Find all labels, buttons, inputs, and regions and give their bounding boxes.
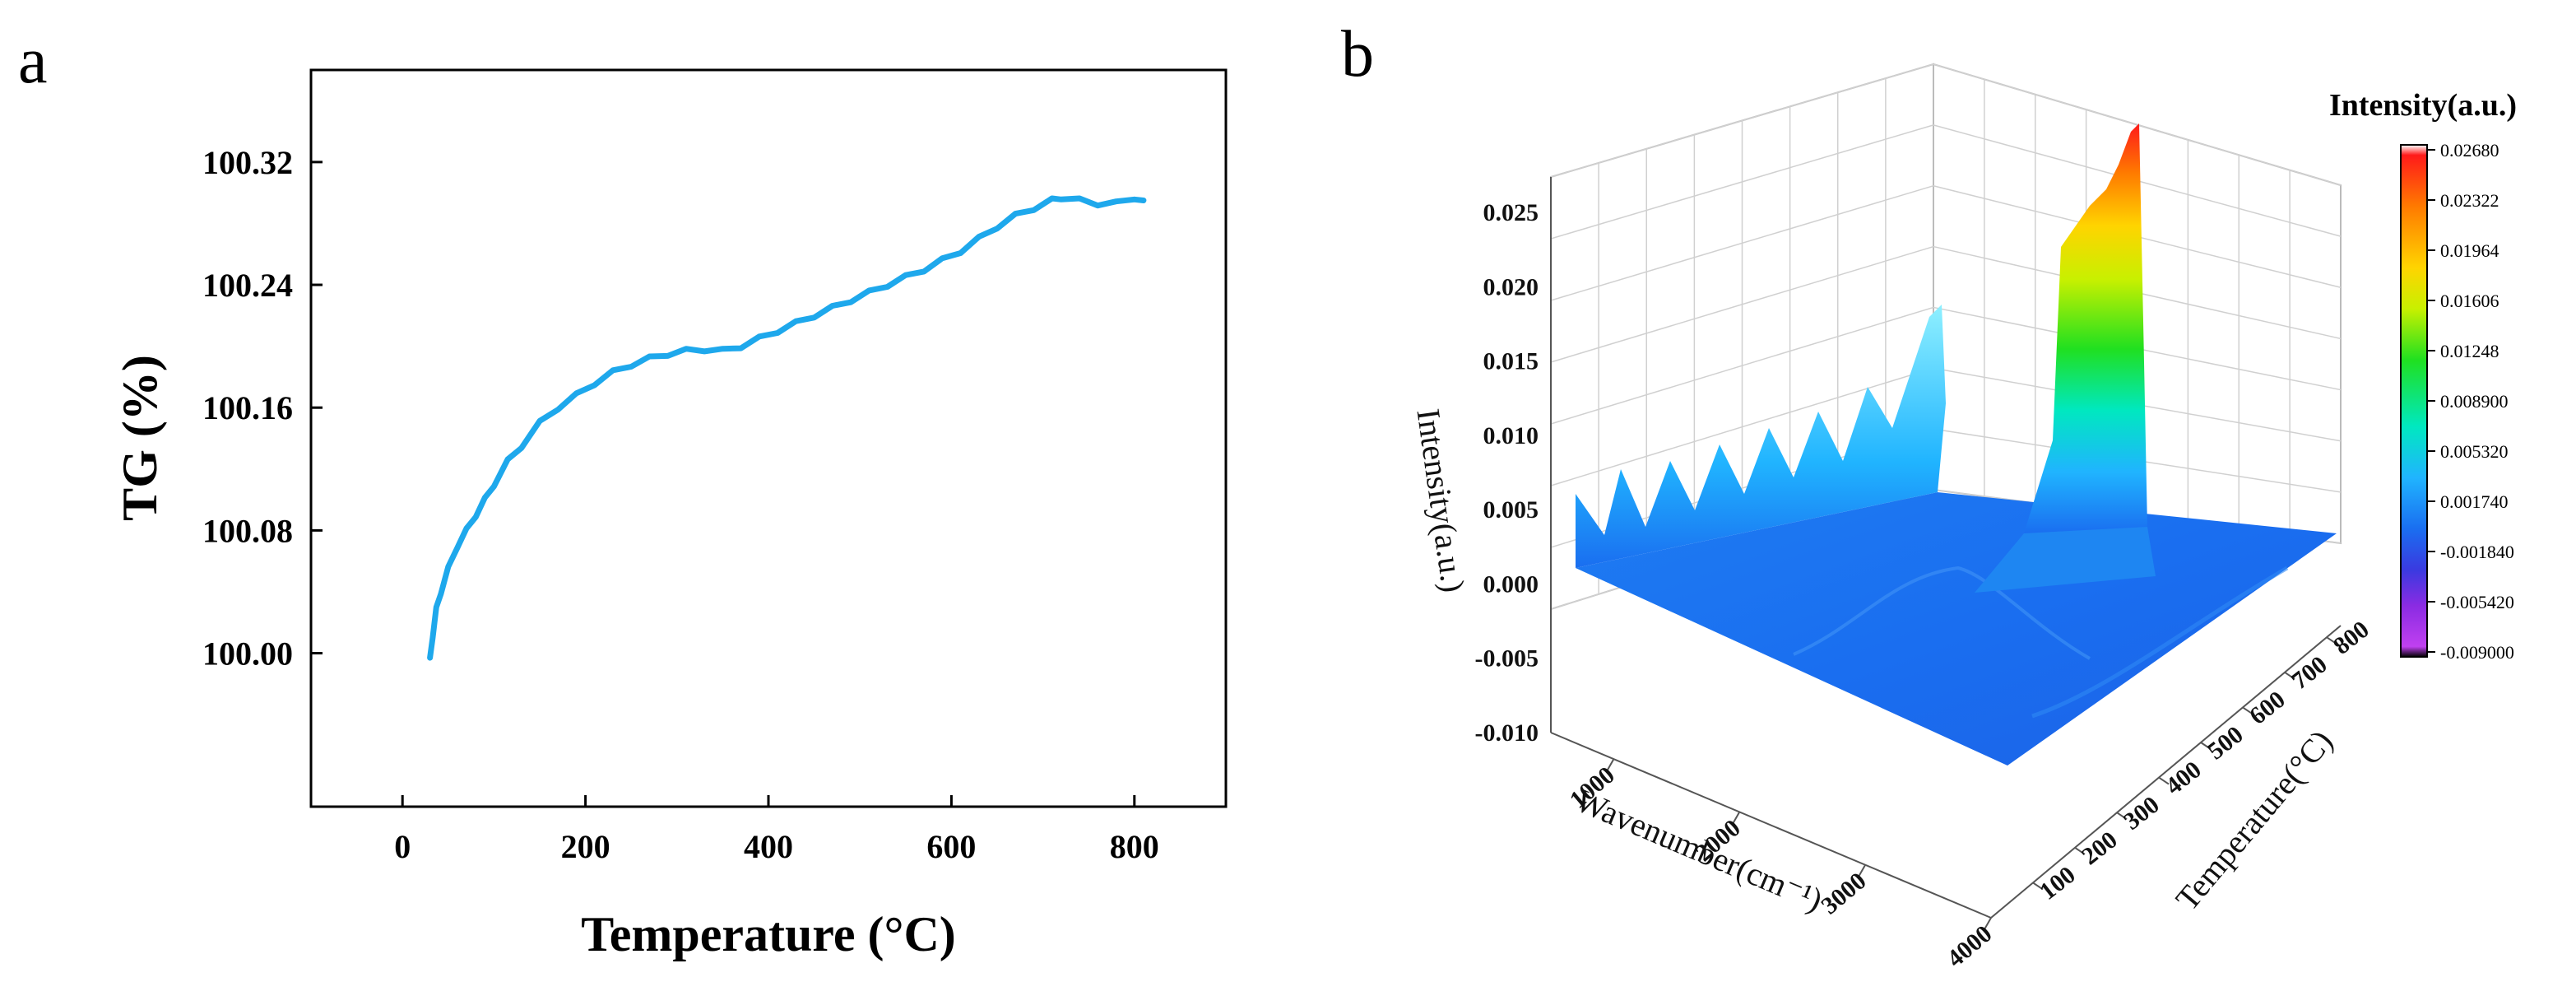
surface-valley	[2031, 565, 2289, 719]
z-tick-label: 0.025	[1483, 199, 1539, 226]
x-tick-label: 3000	[1816, 868, 1871, 920]
colorbar-tick-label: 0.005320	[2440, 441, 2509, 462]
x-tick-mark	[1984, 917, 1992, 930]
ftir-3d-surface: -0.010 -0.005 0.000 0.005 0.010 0.015 0.020 0.0…	[1409, 63, 2517, 973]
y-tick-mark	[2116, 812, 2128, 821]
y-ticks: 100.00 100.08 100.16 100.24 100.32	[202, 144, 323, 673]
colorbar-tick-label: 0.02680	[2440, 140, 2499, 161]
x-tick-mark	[1858, 864, 1867, 877]
z-tick-label: -0.005	[1475, 645, 1539, 673]
y-tick-label: 500	[2202, 721, 2249, 766]
colorbar-tick-label: 0.008900	[2440, 391, 2509, 412]
z-tick-label: -0.010	[1475, 719, 1539, 747]
z-tick-label: 0.020	[1483, 273, 1539, 300]
z-tick-label: 0.015	[1483, 348, 1539, 375]
tg-series-line	[427, 195, 1147, 661]
y-tick-mark	[2158, 776, 2170, 785]
x-tick-label: 0	[394, 828, 411, 865]
colorbar-ticks: 0.02680 0.02322 0.01964 0.01606 0.01248 0.008…	[2427, 140, 2514, 663]
x-tick-label: 600	[926, 828, 976, 865]
z-tick-label: 0.000	[1483, 570, 1539, 598]
y-tick-mark	[2242, 706, 2253, 715]
colorbar-tick-label: -0.009000	[2440, 642, 2514, 663]
colorbar-title: Intensity(a.u.)	[2329, 88, 2517, 123]
colorbar-tick-label: 0.02322	[2440, 190, 2499, 211]
y-tick-label: 400	[2161, 756, 2207, 800]
y-tick-mark	[2200, 742, 2212, 750]
z-tick-label: 0.005	[1483, 496, 1539, 524]
x-tick-label: 4000	[1942, 920, 1997, 973]
y-tick-label: 100.24	[202, 267, 293, 304]
y-tick-mark	[2074, 846, 2086, 855]
colorbar-tick-label: 0.01606	[2440, 291, 2499, 311]
y-axis-title-3d: Temperature(°C)	[2168, 723, 2340, 917]
x-axis-line	[1550, 732, 1992, 919]
plot-frame	[309, 68, 1228, 808]
z-ticks: -0.010 -0.005 0.000 0.005 0.010 0.015 0.020 0.0…	[1475, 199, 1539, 747]
y-tick-label: 200	[2077, 826, 2123, 871]
y-tick-label: 600	[2244, 686, 2291, 730]
surface-ridge	[1793, 565, 2091, 660]
y-axis-line	[1990, 625, 2342, 919]
y-tick-mark	[2326, 636, 2337, 645]
surface-peak	[2024, 123, 2147, 533]
surface-peak-base	[1975, 527, 2156, 593]
x-ticks: 0 200 400 600 800	[394, 795, 1159, 865]
y-tick-label: 100.16	[202, 389, 293, 426]
y-tick-mark	[2032, 882, 2044, 891]
z-tick-label: 0.010	[1483, 422, 1539, 449]
x-tick-label: 200	[561, 828, 610, 865]
y-tick-label: 100.08	[202, 512, 293, 549]
z-axis-title: Intensity(a.u.)	[1409, 407, 1472, 594]
x-tick-mark	[1606, 758, 1615, 771]
x-axis-title-3d: Wavenumber(cm⁻¹)	[1571, 781, 1828, 919]
y-axis-title: TG (%)	[113, 355, 167, 521]
y-tick-label: 700	[2286, 651, 2332, 696]
colorbar-tick-label: 0.01964	[2440, 240, 2499, 261]
y-tick-label: 300	[2119, 791, 2165, 835]
x-tick-label: 800	[1110, 828, 1159, 865]
panel-label-a: a	[18, 25, 48, 97]
colorbar-tick-label: 0.01248	[2440, 341, 2499, 361]
colorbar-tick-label: -0.005420	[2440, 592, 2514, 612]
y-tick-label: 100	[2035, 861, 2081, 905]
x-axis-title: Temperature (°C)	[581, 907, 956, 961]
x-tick-label: 400	[744, 828, 793, 865]
y-tick-label: 800	[2328, 616, 2374, 660]
tg-chart: 0 200 400 600 800 100.00100.08100.16100.2410…	[113, 68, 1228, 961]
colorbar-tick-label: 0.001740	[2440, 491, 2509, 512]
panel-label-b: b	[1341, 18, 1374, 91]
surface-noise-band	[1576, 305, 1946, 568]
colorbar	[2400, 144, 2428, 658]
x-tick-mark	[1732, 811, 1741, 824]
y-tick-label: 100.32	[202, 144, 293, 181]
colorbar-tick-label: -0.001840	[2440, 542, 2514, 562]
y-tick-mark	[2284, 671, 2295, 680]
y-tick-label: 100.00	[202, 635, 293, 673]
